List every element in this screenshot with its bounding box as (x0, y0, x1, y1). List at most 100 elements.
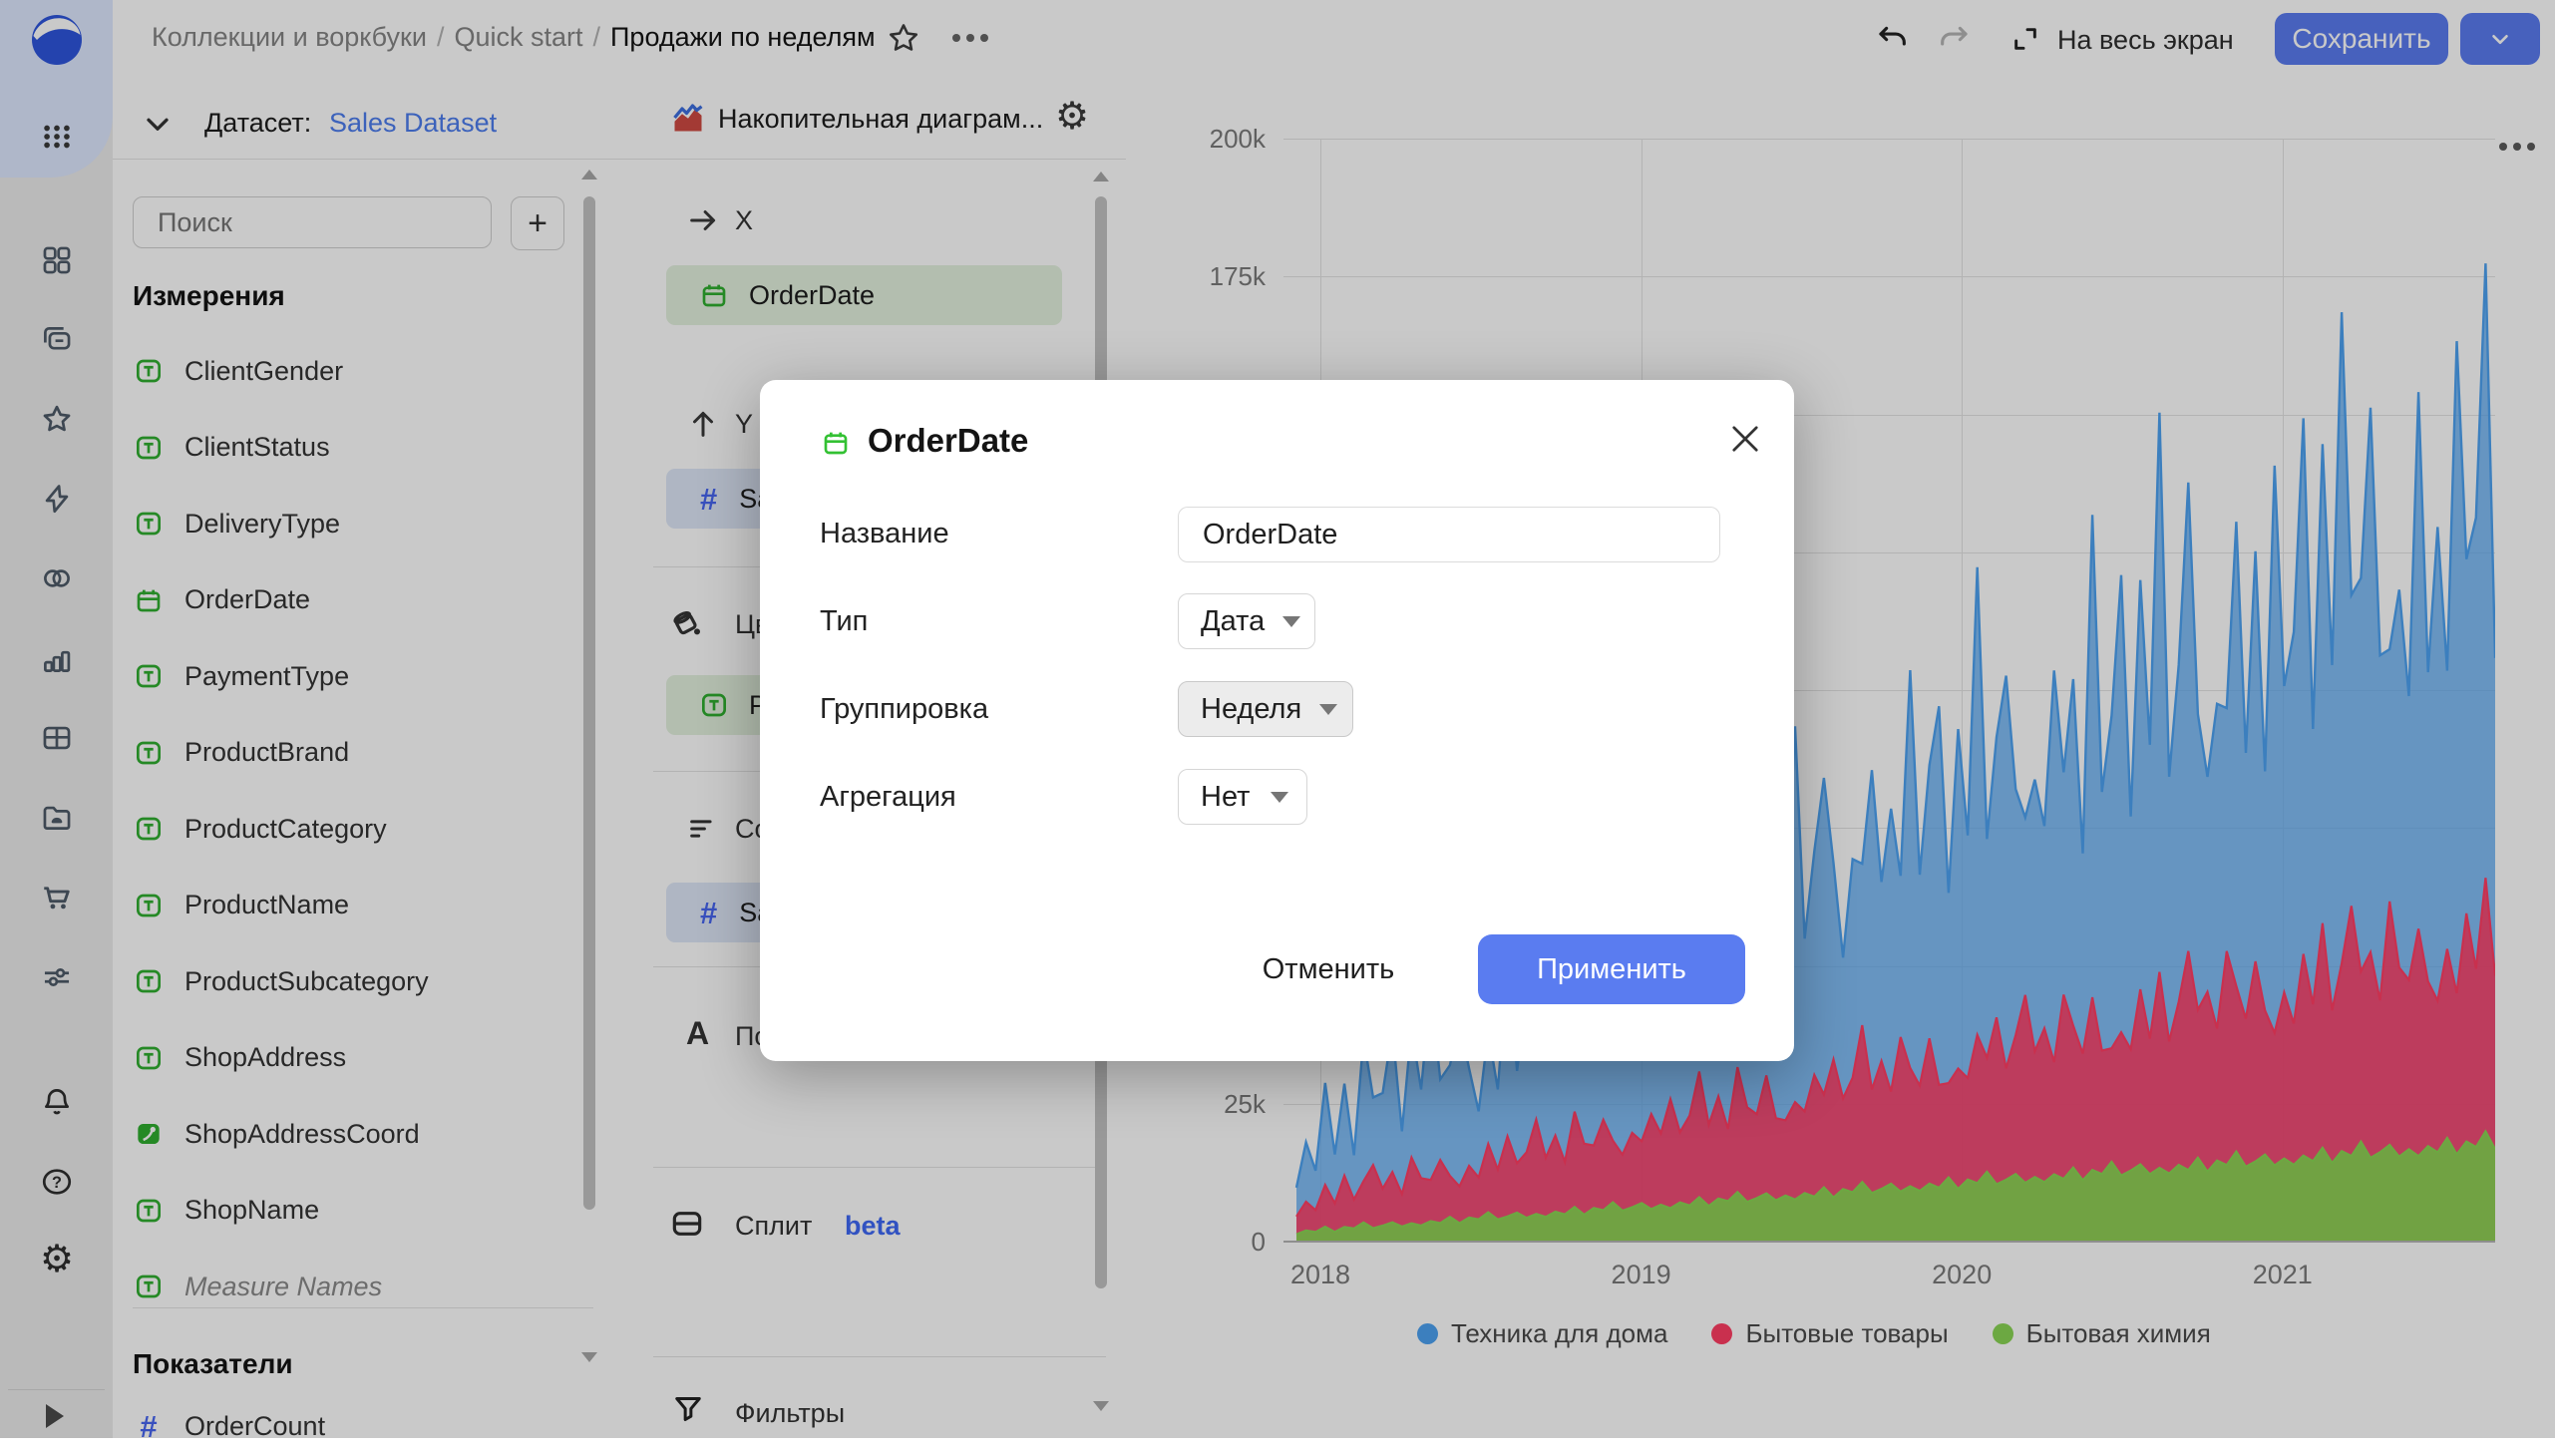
field-list-item[interactable]: OrderDate (133, 562, 581, 639)
field-list-item[interactable]: ProductBrand (133, 715, 581, 792)
number-field-icon: # (140, 1408, 158, 1444)
name-input[interactable] (1178, 507, 1720, 562)
marketplace-cart-icon[interactable] (39, 879, 75, 914)
chart-type-title[interactable]: Накопительная диаграм... (718, 104, 1044, 134)
text-field-icon (133, 1271, 165, 1302)
dataset-name-link[interactable]: Sales Dataset (329, 108, 498, 138)
modal-title: OrderDate (868, 422, 1029, 459)
h-gridline (1283, 139, 2495, 140)
favorite-star-icon[interactable] (886, 20, 921, 56)
field-list-item[interactable]: # OrderCount (133, 1396, 581, 1456)
dimensions-title: Измерения (133, 280, 285, 311)
field-list-item[interactable]: ProductSubcategory (133, 943, 581, 1020)
scroll-up-arrow[interactable] (581, 170, 597, 180)
grouping-label: Группировка (820, 693, 989, 725)
number-field-icon: # (700, 481, 718, 517)
x-field-chip[interactable]: OrderDate (666, 265, 1062, 325)
cancel-button[interactable]: Отменить (1229, 934, 1428, 1004)
legend-item[interactable]: Бытовая химия (1992, 1318, 2211, 1349)
sort-icon (686, 812, 720, 846)
notifications-bell-icon[interactable] (39, 1084, 75, 1120)
fullscreen-icon[interactable] (2009, 23, 2041, 55)
field-name: ProductName (184, 890, 350, 920)
y-tick-label: 175k (1209, 261, 1266, 292)
collapse-chevron-icon[interactable] (140, 106, 176, 142)
legend-label: Техника для дома (1451, 1318, 1668, 1348)
field-list-item[interactable]: PaymentType (133, 638, 581, 715)
chevron-down-icon (1282, 615, 1301, 627)
area-chart-type-icon[interactable] (670, 100, 706, 136)
fullscreen-label[interactable]: На весь экран (2057, 25, 2234, 55)
save-button[interactable]: Сохранить (2275, 13, 2448, 65)
field-name: ShopAddressCoord (184, 1118, 420, 1149)
legend-dot (1417, 1323, 1438, 1344)
chart-more-menu-icon[interactable] (2496, 140, 2538, 154)
text-field-icon (133, 965, 165, 997)
name-label: Название (820, 518, 949, 549)
x-tick-label: 2020 (1932, 1260, 1993, 1289)
x-tick-label: 2018 (1289, 1260, 1351, 1289)
favorites-star-icon[interactable] (39, 401, 75, 437)
filters-section-label: Фильтры (735, 1398, 846, 1428)
x-tick-label: 2021 (2252, 1260, 2313, 1289)
date-field-icon (698, 279, 730, 311)
redo-icon[interactable] (1937, 22, 1971, 56)
field-list-item[interactable]: DeliveryType (133, 486, 581, 562)
text-field-icon (133, 813, 165, 845)
scroll-down-arrow[interactable] (1093, 1401, 1109, 1411)
dashboards-grid-icon[interactable] (39, 242, 75, 278)
table-icon[interactable] (39, 720, 75, 756)
field-list-item[interactable]: ProductCategory (133, 791, 581, 868)
field-list-item[interactable]: ProductName (133, 868, 581, 944)
scroll-down-arrow[interactable] (581, 1352, 597, 1362)
breadcrumb-collections[interactable]: Коллекции и воркбуки (152, 22, 427, 52)
field-list-item[interactable]: ClientStatus (133, 410, 581, 487)
scroll-up-arrow[interactable] (1093, 172, 1109, 182)
save-dropdown-button[interactable] (2460, 13, 2540, 65)
lightning-icon[interactable] (39, 481, 75, 517)
type-label: Тип (820, 605, 869, 637)
x-axis-icon (686, 203, 720, 237)
help-icon[interactable]: ? (39, 1164, 75, 1200)
text-field-icon (133, 355, 165, 387)
legend-item[interactable]: Техника для дома (1417, 1318, 1667, 1349)
bar-chart-icon[interactable] (39, 642, 75, 678)
add-field-button[interactable]: + (511, 196, 564, 250)
field-list-item[interactable]: ShopAddress (133, 1020, 581, 1097)
search-input[interactable] (133, 196, 492, 248)
number-field-icon: # (700, 895, 718, 930)
breadcrumb-workbook[interactable]: Quick start (454, 22, 583, 52)
linked-circles-icon[interactable] (39, 560, 75, 596)
breadcrumb-separator: / (436, 22, 445, 52)
close-icon[interactable] (1730, 424, 1760, 454)
labels-a-icon: A (686, 1015, 710, 1051)
x-section-label: X (735, 205, 754, 235)
aggregation-select[interactable]: Нет (1178, 769, 1307, 825)
files-folder-icon[interactable] (39, 800, 75, 836)
undo-icon[interactable] (1876, 22, 1910, 56)
type-select[interactable]: Дата (1178, 593, 1315, 649)
scrollbar[interactable] (583, 196, 595, 1210)
rail-divider (8, 1389, 105, 1390)
field-list-item[interactable]: ShopAddressCoord (133, 1096, 581, 1173)
apps-grid-icon[interactable] (39, 119, 75, 155)
y-axis-icon (686, 407, 720, 441)
field-list-item[interactable]: ShopName (133, 1173, 581, 1250)
split-icon (668, 1205, 706, 1243)
collections-icon[interactable] (39, 321, 75, 357)
datalens-logo-icon[interactable] (31, 14, 83, 66)
apply-button[interactable]: Применить (1478, 934, 1745, 1004)
sliders-icon[interactable] (39, 959, 75, 995)
settings-gear-icon[interactable]: ⚙ (39, 1239, 75, 1280)
field-name: ClientStatus (184, 432, 330, 463)
x-field-name: OrderDate (749, 279, 876, 310)
h-gridline (1283, 690, 2495, 691)
expand-play-icon[interactable] (46, 1404, 64, 1428)
field-list-item[interactable]: ClientGender (133, 333, 581, 410)
field-list-item[interactable]: Measure Names (133, 1249, 581, 1325)
aggregation-label: Агрегация (820, 781, 956, 813)
legend-item[interactable]: Бытовые товары (1711, 1318, 1949, 1349)
chart-settings-gear-icon[interactable]: ⚙ (1055, 96, 1090, 138)
grouping-select[interactable]: Неделя (1178, 681, 1353, 737)
more-menu-icon[interactable] (948, 30, 992, 46)
